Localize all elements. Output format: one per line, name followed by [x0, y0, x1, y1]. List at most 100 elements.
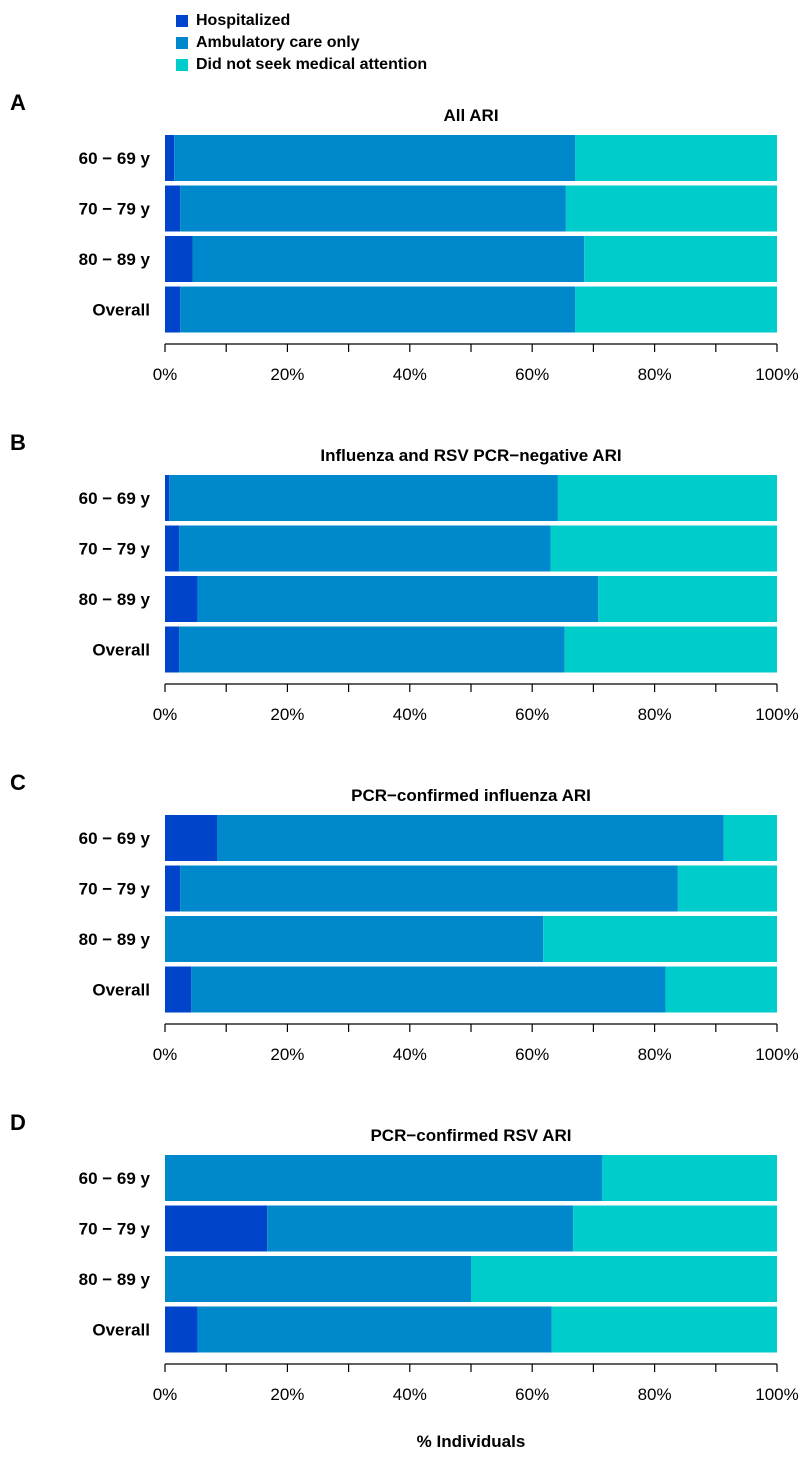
- bar-segment-hospitalized: [165, 576, 198, 622]
- x-tick-label: 100%: [755, 1385, 798, 1404]
- bar-segment-hospitalized: [165, 966, 192, 1013]
- bar-segment-ambulatory-care-only: [180, 865, 678, 912]
- bar-segment-ambulatory-care-only: [197, 1306, 552, 1353]
- x-tick-label: 0%: [153, 1045, 178, 1064]
- panel-title: PCR−confirmed influenza ARI: [351, 786, 591, 805]
- bar-segment-hospitalized: [165, 1306, 198, 1353]
- category-label: Overall: [92, 301, 150, 320]
- panel-title: PCR−confirmed RSV ARI: [370, 1126, 571, 1145]
- bar-segment-ambulatory-care-only: [165, 916, 544, 962]
- category-label: 60 − 69 y: [79, 829, 151, 848]
- category-label: 70 − 79 y: [79, 540, 151, 559]
- bar-segment-did-not-seek-medical-attention: [601, 1155, 777, 1201]
- bar-segment-did-not-seek-medical-attention: [723, 815, 777, 861]
- x-tick-label: 20%: [270, 1385, 304, 1404]
- bar-segment-hospitalized: [165, 286, 181, 333]
- bar-segment-did-not-seek-medical-attention: [575, 286, 777, 333]
- panel-letter: C: [10, 770, 26, 795]
- bar-segment-hospitalized: [165, 236, 193, 282]
- legend-swatch-no-medical-attention: [176, 59, 188, 71]
- bar-segment-ambulatory-care-only: [197, 576, 599, 622]
- category-label: 80 − 89 y: [79, 250, 151, 269]
- bar-segment-ambulatory-care-only: [174, 135, 576, 181]
- legend-swatch-hospitalized: [176, 15, 188, 27]
- bar-segment-ambulatory-care-only: [267, 1205, 574, 1252]
- bar-segment-did-not-seek-medical-attention: [575, 135, 777, 181]
- bar-segment-hospitalized: [165, 1205, 268, 1252]
- category-label: Overall: [92, 981, 150, 1000]
- bar-segment-did-not-seek-medical-attention: [564, 626, 777, 673]
- x-tick-label: 60%: [515, 365, 549, 384]
- bar-segment-did-not-seek-medical-attention: [584, 236, 777, 282]
- bar-segment-ambulatory-care-only: [165, 1256, 471, 1302]
- bar-segment-did-not-seek-medical-attention: [565, 185, 777, 232]
- category-label: 70 − 79 y: [79, 880, 151, 899]
- bar-segment-did-not-seek-medical-attention: [551, 1306, 777, 1353]
- x-tick-label: 0%: [153, 705, 178, 724]
- bar-segment-ambulatory-care-only: [165, 1155, 602, 1201]
- legend-label: Hospitalized: [196, 12, 291, 29]
- bar-segment-did-not-seek-medical-attention: [677, 865, 777, 912]
- bar-segment-hospitalized: [165, 815, 218, 861]
- x-tick-label: 100%: [755, 365, 798, 384]
- category-label: Overall: [92, 641, 150, 660]
- bar-segment-hospitalized: [165, 135, 175, 181]
- bar-segment-hospitalized: [165, 626, 180, 673]
- category-label: Overall: [92, 1321, 150, 1340]
- x-tick-label: 40%: [393, 705, 427, 724]
- x-tick-label: 0%: [153, 1385, 178, 1404]
- category-label: 60 − 69 y: [79, 149, 151, 168]
- x-tick-label: 40%: [393, 1385, 427, 1404]
- x-tick-label: 60%: [515, 1385, 549, 1404]
- bar-segment-ambulatory-care-only: [180, 185, 566, 232]
- x-tick-label: 100%: [755, 1045, 798, 1064]
- category-label: 80 − 89 y: [79, 590, 151, 609]
- panel-letter: B: [10, 430, 26, 455]
- x-tick-label: 80%: [638, 365, 672, 384]
- bar-segment-did-not-seek-medical-attention: [598, 576, 777, 622]
- x-tick-label: 40%: [393, 365, 427, 384]
- bar-segment-ambulatory-care-only: [180, 286, 576, 333]
- x-tick-label: 60%: [515, 1045, 549, 1064]
- x-tick-label: 100%: [755, 705, 798, 724]
- x-tick-label: 20%: [270, 705, 304, 724]
- bar-segment-hospitalized: [165, 525, 180, 572]
- bar-segment-hospitalized: [165, 865, 181, 912]
- x-tick-label: 80%: [638, 1385, 672, 1404]
- bar-segment-did-not-seek-medical-attention: [557, 475, 777, 521]
- x-tick-label: 20%: [270, 365, 304, 384]
- bar-segment-ambulatory-care-only: [191, 966, 666, 1013]
- bar-segment-ambulatory-care-only: [179, 626, 565, 673]
- panel-title: Influenza and RSV PCR−negative ARI: [320, 446, 621, 465]
- bar-segment-did-not-seek-medical-attention: [543, 916, 777, 962]
- category-label: 70 − 79 y: [79, 200, 151, 219]
- panel-letter: D: [10, 1110, 26, 1135]
- legend-label: Did not seek medical attention: [196, 56, 428, 73]
- legend-item-no-medical-attention: Did not seek medical attention: [176, 54, 427, 76]
- bar-segment-did-not-seek-medical-attention: [665, 966, 777, 1013]
- x-tick-label: 20%: [270, 1045, 304, 1064]
- bar-segment-ambulatory-care-only: [192, 236, 585, 282]
- bar-segment-hospitalized: [165, 475, 170, 521]
- bar-segment-ambulatory-care-only: [179, 525, 551, 572]
- x-tick-label: 0%: [153, 365, 178, 384]
- x-tick-label: 60%: [515, 705, 549, 724]
- bar-segment-ambulatory-care-only: [217, 815, 724, 861]
- bar-segment-did-not-seek-medical-attention: [550, 525, 777, 572]
- legend-swatch-ambulatory: [176, 37, 188, 49]
- category-label: 80 − 89 y: [79, 1270, 151, 1289]
- legend-label: Ambulatory care only: [196, 34, 360, 51]
- legend-item-hospitalized: Hospitalized: [176, 10, 427, 32]
- x-tick-label: 40%: [393, 1045, 427, 1064]
- bar-segment-ambulatory-care-only: [169, 475, 558, 521]
- x-axis-label: % Individuals: [417, 1432, 526, 1451]
- x-tick-label: 80%: [638, 705, 672, 724]
- panel-title: All ARI: [443, 106, 498, 125]
- bar-segment-hospitalized: [165, 185, 181, 232]
- category-label: 80 − 89 y: [79, 930, 151, 949]
- bar-segment-did-not-seek-medical-attention: [573, 1205, 777, 1252]
- category-label: 60 − 69 y: [79, 1169, 151, 1188]
- bar-segment-did-not-seek-medical-attention: [471, 1256, 777, 1302]
- legend-item-ambulatory: Ambulatory care only: [176, 32, 427, 54]
